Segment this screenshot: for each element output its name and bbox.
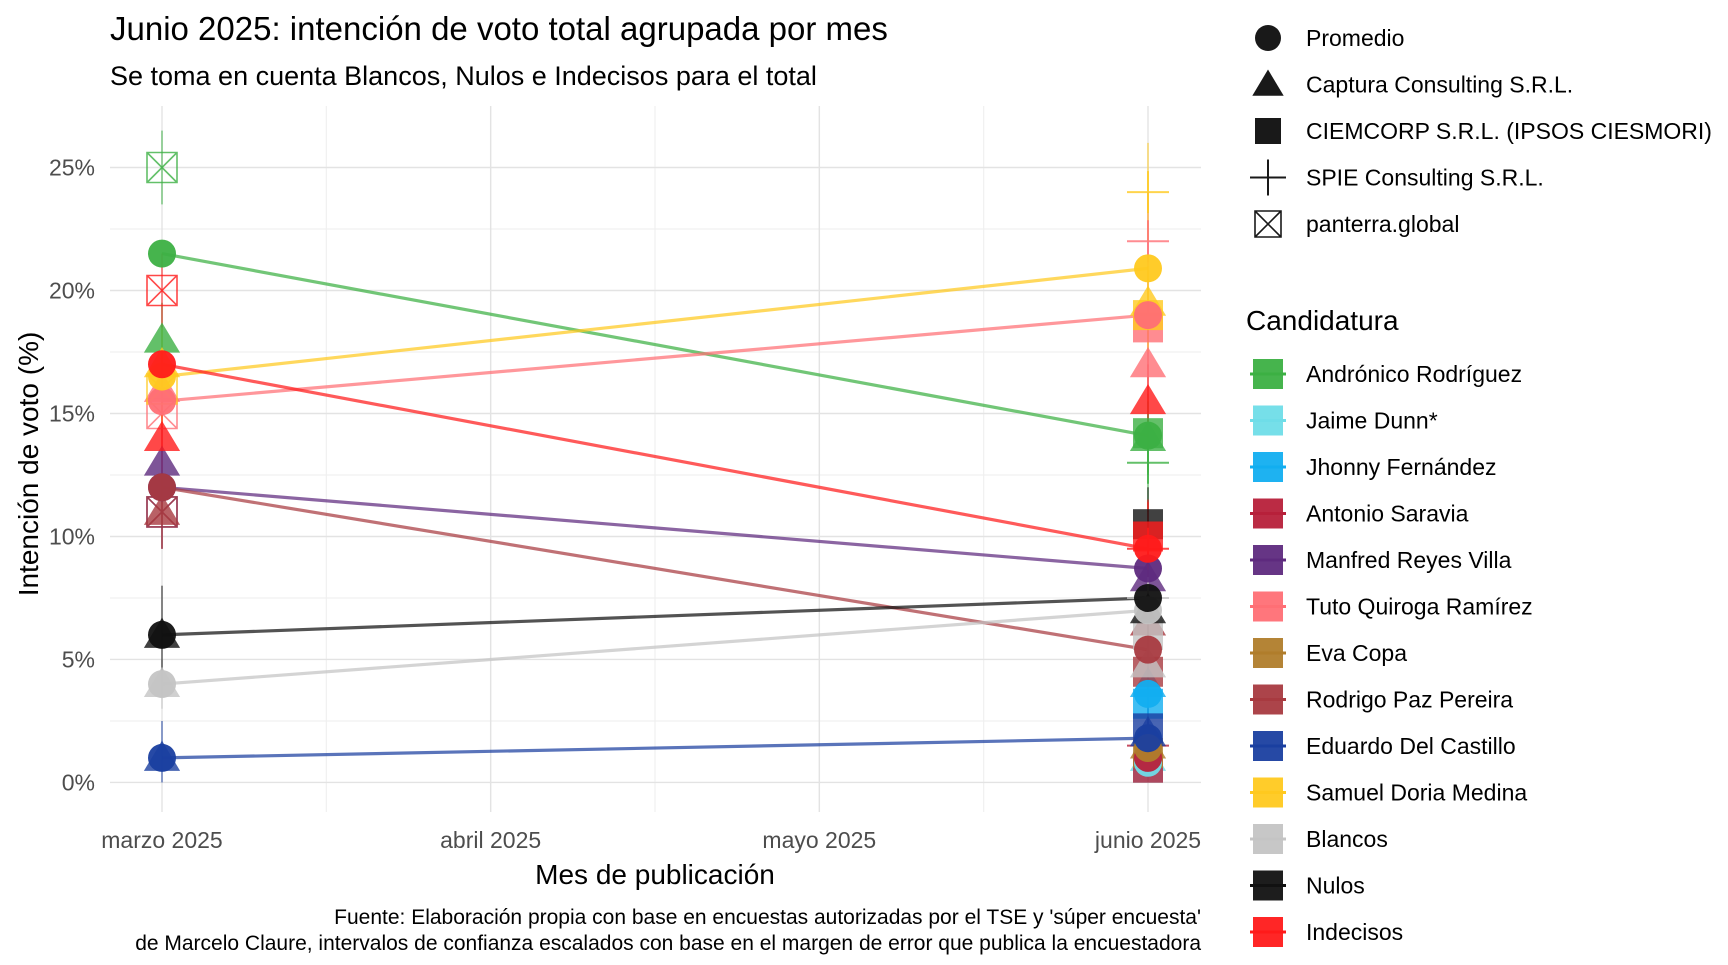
shape-legend-label: Captura Consulting S.R.L. xyxy=(1306,72,1573,98)
shape-legend: Promedio Captura Consulting S.R.L. CIEMCOR… xyxy=(1250,25,1712,238)
shape-key-circle xyxy=(1255,25,1281,51)
avg-line-indecisos xyxy=(161,362,1149,551)
avg-line-manfred-reyes-villa xyxy=(161,485,1149,571)
color-legend-label: Antonio Saravia xyxy=(1306,501,1469,527)
x-axis-ticks: marzo 2025 abril 2025 mayo 2025 junio 2025 xyxy=(101,827,1201,853)
avg-point-manfred-reyes-villa xyxy=(1134,554,1162,583)
caption-line-2: de Marcelo Claure, intervalos de confian… xyxy=(135,932,1201,955)
color-legend-label: Indecisos xyxy=(1306,919,1403,945)
y-axis-ticks: 0% 5% 10% 15% 20% 25% xyxy=(49,154,95,795)
shape-key-square xyxy=(1255,118,1281,144)
shape-key-plus xyxy=(1250,159,1286,196)
y-axis-title: Intención de voto (%) xyxy=(13,332,44,597)
chart-title: Junio 2025: intención de voto total agru… xyxy=(110,10,888,47)
color-legend-label: Manfred Reyes Villa xyxy=(1306,547,1512,573)
x-axis-title: Mes de publicación xyxy=(535,859,775,890)
y-tick-label: 5% xyxy=(62,646,95,672)
avg-line-blancos xyxy=(161,608,1149,686)
color-legend-label: Andrónico Rodríguez xyxy=(1306,361,1522,387)
color-legend-label: Blancos xyxy=(1306,826,1388,852)
color-legend-title: Candidatura xyxy=(1246,305,1399,336)
x-tick-label: abril 2025 xyxy=(440,827,541,853)
poll-triangle-indecisos xyxy=(143,420,181,452)
shape-key-boxx xyxy=(1254,210,1282,238)
x-tick-label: marzo 2025 xyxy=(101,827,222,853)
poll-plus-samuel-doria-medina xyxy=(1127,171,1169,214)
avg-line-eduardo-del-castillo xyxy=(161,736,1149,760)
avg-point-andronico-rodriguez xyxy=(1134,421,1162,450)
avg-point-eduardo-del-castillo xyxy=(1134,724,1162,753)
avg-point-tuto-quiroga-ramirez xyxy=(1134,301,1162,330)
y-tick-label: 25% xyxy=(49,154,95,180)
color-legend-label: Samuel Doria Medina xyxy=(1306,780,1527,806)
poll-boxx-indecisos xyxy=(146,274,178,307)
color-legend: Andrónico Rodríguez Jaime Dunn* Jhonny Fer… xyxy=(1250,359,1533,947)
x-tick-label: mayo 2025 xyxy=(762,827,876,853)
color-legend-label: Eduardo Del Castillo xyxy=(1306,733,1516,759)
x-tick-label: junio 2025 xyxy=(1094,827,1201,853)
shape-legend-label: CIEMCORP S.R.L. (IPSOS CIESMORI) xyxy=(1306,118,1712,144)
avg-point-blancos xyxy=(148,670,176,699)
caption-line-1: Fuente: Elaboración propia con base en e… xyxy=(334,906,1201,929)
y-tick-label: 0% xyxy=(62,769,95,795)
avg-line-samuel-doria-medina xyxy=(161,266,1149,379)
shape-legend-label: SPIE Consulting S.R.L. xyxy=(1306,165,1544,191)
color-legend-label: Eva Copa xyxy=(1306,640,1407,666)
avg-line-nulos xyxy=(161,596,1149,637)
poll-boxx-andronico-rodriguez xyxy=(146,151,178,184)
y-tick-label: 10% xyxy=(49,523,95,549)
avg-point-rodrigo-paz-pereira xyxy=(148,473,176,502)
avg-point-samuel-doria-medina xyxy=(1134,254,1162,283)
color-legend-label: Tuto Quiroga Ramírez xyxy=(1306,594,1533,620)
shape-key-triangle xyxy=(1252,69,1284,96)
color-legend-label: Jaime Dunn* xyxy=(1306,408,1438,434)
color-legend-label: Jhonny Fernández xyxy=(1306,454,1497,480)
color-legend-label: Nulos xyxy=(1306,873,1365,899)
avg-point-indecisos xyxy=(1134,534,1162,563)
avg-point-eduardo-del-castillo xyxy=(148,743,176,772)
average-lines xyxy=(161,252,1149,760)
avg-point-rodrigo-paz-pereira xyxy=(1134,635,1162,664)
minor-gridlines xyxy=(110,106,1201,812)
poll-triangle-rodrigo-paz-pereira xyxy=(143,494,181,525)
shape-legend-label: Promedio xyxy=(1306,25,1404,51)
poll-triangle-indecisos xyxy=(1129,383,1167,415)
y-tick-label: 15% xyxy=(49,400,95,426)
poll-triangle-andronico-rodriguez xyxy=(143,322,181,353)
average-points xyxy=(148,239,1162,777)
poll-triangle-manfred-reyes-villa xyxy=(143,445,181,476)
shape-legend-label: panterra.global xyxy=(1306,211,1459,237)
chart-subtitle: Se toma en cuenta Blancos, Nulos e Indec… xyxy=(110,61,817,91)
avg-point-andronico-rodriguez xyxy=(148,239,176,268)
avg-point-nulos xyxy=(1134,583,1162,612)
avg-line-andronico-rodriguez xyxy=(161,252,1149,438)
avg-line-tuto-quiroga-ramirez xyxy=(161,313,1149,403)
color-legend-label: Rodrigo Paz Pereira xyxy=(1306,687,1513,713)
avg-point-tuto-quiroga-ramirez xyxy=(148,387,176,416)
avg-point-jhonny-fernandez xyxy=(1134,679,1162,708)
poll-triangle-tuto-quiroga-ramirez xyxy=(1129,347,1167,378)
avg-point-indecisos xyxy=(148,350,176,379)
y-tick-label: 20% xyxy=(49,277,95,303)
avg-point-nulos xyxy=(148,620,176,649)
